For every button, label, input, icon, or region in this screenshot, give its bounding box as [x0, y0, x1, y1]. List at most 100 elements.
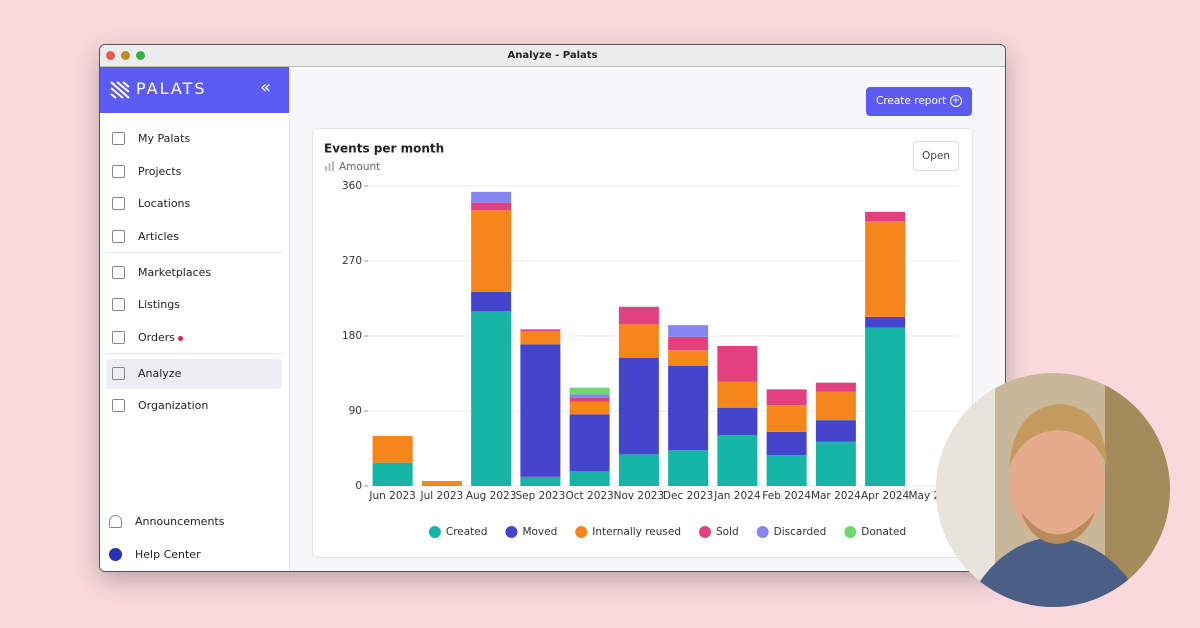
- notification-dot: [178, 335, 183, 341]
- y-tick-label: 360: [342, 180, 362, 192]
- nav-item[interactable]: Marketplaces: [106, 258, 282, 288]
- bar-segment: [520, 476, 561, 486]
- bar-segment: [865, 221, 906, 317]
- bar-segment: [766, 389, 807, 406]
- zoom-button[interactable]: [136, 51, 145, 60]
- nav-item[interactable]: Listings: [106, 290, 282, 320]
- sidebar: PALATS « My Palats Projects Locations Artic…: [100, 67, 290, 571]
- bar-segment: [815, 391, 856, 421]
- nav-label: Marketplaces: [138, 265, 212, 279]
- footer-item[interactable]: Announcements: [103, 507, 279, 537]
- bar-segment: [766, 405, 807, 432]
- bar-segment: [766, 455, 807, 486]
- legend-label: Sold: [716, 526, 739, 538]
- main-content: Create report + Open: [290, 67, 1005, 571]
- footer-label: Announcements: [135, 515, 225, 528]
- legend-label: Donated: [861, 526, 906, 538]
- plus-icon: +: [950, 95, 962, 107]
- nav-icon: [112, 229, 125, 243]
- bar-segment: [569, 471, 610, 486]
- bar-segment: [569, 394, 610, 398]
- bar-segment: [471, 191, 512, 203]
- legend: Created Moved Internally reused Sold Discard…: [428, 526, 906, 538]
- x-tick-label: Feb 2024: [762, 490, 811, 502]
- y-tick-label: 0: [355, 480, 362, 492]
- bar-segment: [668, 350, 709, 366]
- collapse-button[interactable]: «: [260, 77, 272, 98]
- footer-label: Help Center: [135, 547, 201, 561]
- nav-label: Locations: [138, 197, 191, 210]
- nav-icon: [112, 265, 125, 279]
- nav-label: My Palats: [138, 132, 191, 145]
- nav-icon: [112, 132, 125, 145]
- nav-icon: [112, 330, 125, 344]
- nav-icon: [112, 197, 125, 210]
- x-tick-label: Apr 2024: [861, 490, 910, 502]
- bar-segment: [717, 346, 758, 382]
- nav-icon: [112, 164, 125, 178]
- bar-segment: [668, 325, 709, 337]
- legend-label: Internally reused: [592, 526, 681, 538]
- nav-item[interactable]: My Palats: [106, 124, 282, 154]
- bar-segment: [372, 462, 413, 486]
- bar-segment: [668, 366, 709, 451]
- footer-icon: [109, 547, 122, 561]
- bar-segment: [618, 357, 659, 455]
- bar-segment: [372, 436, 413, 463]
- bar-segment: [815, 382, 856, 392]
- separator: [106, 252, 282, 253]
- y-tick-label: 90: [349, 405, 362, 417]
- bar-segment: [569, 401, 610, 415]
- bar-segment: [471, 311, 512, 486]
- x-tick-label: Sep 2023: [515, 490, 565, 502]
- bar-segment: [717, 435, 758, 486]
- legend-label: Moved: [522, 526, 557, 538]
- minimize-button[interactable]: [121, 51, 130, 60]
- nav-icon: [112, 399, 125, 412]
- nav-label: Projects: [138, 164, 182, 178]
- nav-item[interactable]: Projects: [106, 157, 282, 187]
- nav-label: Orders: [138, 330, 175, 344]
- create-report-button[interactable]: Create report +: [866, 87, 972, 116]
- brand-name: PALATS: [136, 79, 207, 98]
- subtitle-icon: [325, 161, 334, 171]
- bar-segment: [569, 414, 610, 471]
- footer-icon: [109, 515, 122, 528]
- bar-segment: [618, 324, 659, 358]
- nav-item[interactable]: Locations: [106, 189, 282, 219]
- nav-item[interactable]: Articles: [106, 222, 282, 252]
- x-tick-label: Jun 2023: [368, 490, 415, 502]
- open-button[interactable]: Open: [913, 141, 959, 171]
- bar-segment: [520, 344, 561, 477]
- separator: [106, 353, 282, 354]
- bar-segment: [618, 306, 659, 325]
- brand-bar: PALATS «: [100, 67, 289, 113]
- close-button[interactable]: [106, 51, 115, 60]
- bar-segment: [668, 450, 709, 486]
- legend-swatch: [505, 526, 518, 538]
- legend-label: Created: [446, 526, 488, 538]
- bar-segment: [618, 454, 659, 486]
- logo: [110, 81, 130, 99]
- bar-segment: [815, 420, 856, 442]
- bar-segment: [569, 397, 610, 402]
- nav-item[interactable]: Analyze: [106, 358, 282, 389]
- nav-label: Articles: [138, 229, 180, 243]
- x-tick-label: Aug 2023: [466, 490, 517, 502]
- app-window: Analyze - Palats PALATS « My Palats Proje…: [99, 44, 1006, 572]
- legend-swatch: [575, 526, 588, 538]
- bar-segment: [717, 407, 758, 436]
- bar-segment: [421, 481, 462, 486]
- nav-item[interactable]: Orders: [106, 323, 282, 353]
- x-tick-label: Dec 2023: [663, 490, 713, 502]
- legend-swatch: [756, 526, 769, 538]
- bar-segment: [471, 210, 512, 292]
- bar-segment: [865, 316, 906, 328]
- nav-icon: [112, 366, 125, 380]
- x-tick-label: Mar 2024: [811, 490, 861, 502]
- nav-label: Analyze: [138, 366, 182, 380]
- bar-segment: [865, 327, 906, 486]
- nav-item[interactable]: Organization: [106, 391, 282, 421]
- footer-item[interactable]: Help Center: [103, 540, 279, 570]
